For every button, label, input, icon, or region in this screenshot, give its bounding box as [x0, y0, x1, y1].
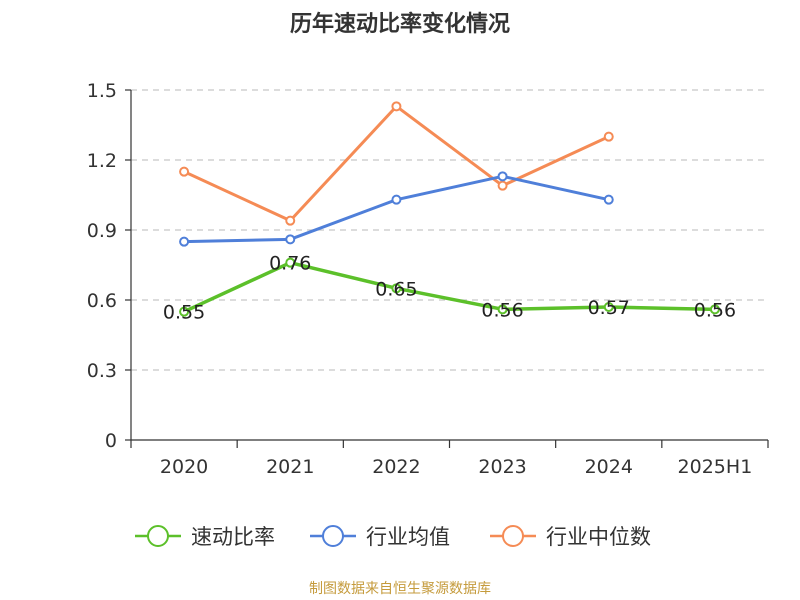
y-tick-label: 1.5	[87, 80, 117, 102]
data-point	[391, 101, 402, 112]
x-tick-label: 2022	[372, 456, 420, 478]
gridlines	[131, 89, 768, 371]
y-axis-tick-labels: 0 0.3 0.6 0.9 1.2 1.5	[87, 80, 117, 452]
data-label: 0.57	[588, 297, 630, 319]
data-point	[603, 194, 614, 205]
data-point	[709, 304, 720, 315]
data-labels: 0.55 0.76 0.65 0.56 0.57 0.56	[163, 253, 736, 324]
x-tick-label: 2023	[478, 456, 526, 478]
legend-marker	[502, 525, 524, 547]
data-point	[603, 302, 614, 312]
legend[interactable]: 速动比率 行业均值 行业中位数	[135, 525, 651, 549]
data-label: 0.56	[694, 299, 736, 321]
axes	[125, 89, 769, 448]
data-point	[391, 194, 402, 205]
data-point	[179, 306, 190, 317]
legend-marker	[322, 525, 344, 547]
x-axis-tick-labels: 2020 2021 2022 2023 2024 2025H1	[160, 456, 752, 478]
data-point	[285, 215, 296, 226]
y-tick-label: 0.6	[87, 290, 117, 312]
data-point	[497, 180, 508, 191]
chart-title: 历年速动比率变化情况	[289, 12, 510, 37]
data-point	[603, 131, 614, 142]
data-point	[497, 304, 508, 315]
y-tick-label: 0	[105, 430, 117, 452]
data-point	[285, 234, 296, 245]
legend-label: 速动比率	[191, 525, 275, 549]
series-lines	[183, 104, 715, 314]
data-label: 0.56	[481, 299, 523, 321]
data-label: 0.55	[163, 302, 205, 324]
x-tick-label: 2020	[160, 456, 208, 478]
data-point	[179, 236, 190, 247]
legend-marker	[147, 525, 169, 547]
source-note: 制图数据来自恒生聚源数据库	[309, 581, 491, 597]
legend-label: 行业中位数	[546, 525, 651, 549]
x-tick-label: 2021	[266, 456, 314, 478]
data-label: 0.65	[375, 278, 417, 300]
y-tick-label: 1.2	[87, 150, 117, 172]
series-line	[183, 260, 715, 314]
data-point	[497, 171, 508, 182]
data-label: 0.76	[269, 253, 311, 275]
y-tick-label: 0.9	[87, 220, 117, 242]
data-point	[179, 166, 190, 177]
x-tick-label: 2025H1	[678, 456, 753, 478]
data-point	[391, 283, 402, 294]
x-tick-label: 2024	[585, 456, 633, 478]
series-line	[184, 174, 610, 244]
series-points	[179, 101, 720, 317]
data-point	[285, 257, 296, 268]
y-tick-label: 0.3	[87, 360, 117, 382]
legend-label: 行业均值	[366, 525, 450, 549]
